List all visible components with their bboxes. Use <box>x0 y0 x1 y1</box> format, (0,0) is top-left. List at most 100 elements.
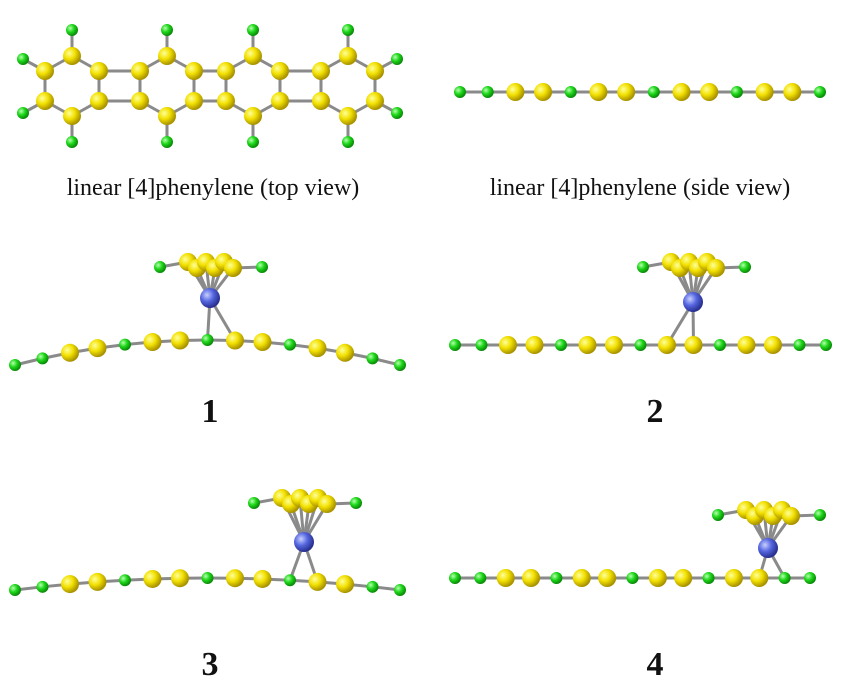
carbon-atom <box>144 570 162 588</box>
hydrogen-atom <box>714 339 726 351</box>
caption: linear [4]phenylene (side view) <box>490 175 791 201</box>
hydrogen-atom <box>779 572 791 584</box>
carbon-atom <box>89 339 107 357</box>
carbon-atom <box>226 569 244 587</box>
carbon-atom <box>725 569 743 587</box>
carbon-atom <box>144 333 162 351</box>
metal-atom <box>683 292 703 312</box>
carbon-atom <box>707 259 725 277</box>
carbon-atom <box>61 575 79 593</box>
carbon-atom <box>579 336 597 354</box>
atoms <box>9 24 832 596</box>
hydrogen-atom <box>635 339 647 351</box>
hydrogen-atom <box>256 261 268 273</box>
carbon-atom <box>336 575 354 593</box>
hydrogen-atom <box>9 359 21 371</box>
carbon-atom <box>526 336 544 354</box>
hydrogen-atom <box>627 572 639 584</box>
hydrogen-atom <box>247 24 259 36</box>
carbon-atom <box>158 47 176 65</box>
carbon-atom <box>61 344 79 362</box>
carbon-atom <box>312 92 330 110</box>
carbon-atom <box>131 62 149 80</box>
compound-label: 1 <box>202 393 219 430</box>
carbon-atom <box>366 62 384 80</box>
hydrogen-atom <box>637 261 649 273</box>
hydrogen-atom <box>66 24 78 36</box>
carbon-atom <box>658 336 676 354</box>
hydrogen-atom <box>739 261 751 273</box>
metal-atom <box>200 288 220 308</box>
carbon-atom <box>336 344 354 362</box>
carbon-atom <box>224 259 242 277</box>
hydrogen-atom <box>550 572 562 584</box>
carbon-atom <box>226 332 244 350</box>
hydrogen-atom <box>482 86 494 98</box>
carbon-atom <box>738 336 756 354</box>
carbon-atom <box>674 569 692 587</box>
hydrogen-atom <box>476 339 488 351</box>
compound-label: 2 <box>647 393 664 430</box>
hydrogen-atom <box>712 509 724 521</box>
hydrogen-atom <box>247 136 259 148</box>
hydrogen-atom <box>703 572 715 584</box>
hydrogen-atom <box>17 107 29 119</box>
carbon-atom <box>782 507 800 525</box>
hydrogen-atom <box>648 86 660 98</box>
carbon-atom <box>217 62 235 80</box>
hydrogen-atom <box>161 136 173 148</box>
carbon-atom <box>534 83 552 101</box>
hydrogen-atom <box>284 339 296 351</box>
carbon-atom <box>36 62 54 80</box>
hydrogen-atom <box>66 136 78 148</box>
hydrogen-atom <box>119 339 131 351</box>
carbon-atom <box>605 336 623 354</box>
hydrogen-atom <box>449 339 461 351</box>
carbon-atom <box>171 569 189 587</box>
hydrogen-atom <box>731 86 743 98</box>
hydrogen-atom <box>202 572 214 584</box>
hydrogen-atom <box>154 261 166 273</box>
metal-atom <box>758 538 778 558</box>
hydrogen-atom <box>794 339 806 351</box>
carbon-atom <box>171 332 189 350</box>
carbon-atom <box>90 92 108 110</box>
hydrogen-atom <box>9 584 21 596</box>
carbon-atom <box>506 83 524 101</box>
carbon-atom <box>700 83 718 101</box>
hydrogen-atom <box>350 497 362 509</box>
hydrogen-atom <box>804 572 816 584</box>
carbon-atom <box>185 62 203 80</box>
carbon-atom <box>499 336 517 354</box>
carbon-atom <box>131 92 149 110</box>
carbon-atom <box>312 62 330 80</box>
hydrogen-atom <box>161 24 173 36</box>
bonds <box>15 30 826 590</box>
carbon-atom <box>271 62 289 80</box>
compound-label: 4 <box>647 646 664 682</box>
carbon-atom <box>589 83 607 101</box>
caption: linear [4]phenylene (top view) <box>67 175 360 201</box>
carbon-atom <box>339 47 357 65</box>
compound-label: 3 <box>202 646 219 682</box>
hydrogen-atom <box>394 359 406 371</box>
hydrogen-atom <box>37 581 49 593</box>
hydrogen-atom <box>814 509 826 521</box>
carbon-atom <box>271 92 289 110</box>
carbon-atom <box>649 569 667 587</box>
carbon-atom <box>673 83 691 101</box>
carbon-atom <box>598 569 616 587</box>
carbon-atom <box>685 336 703 354</box>
figure: linear [4]phenylene (top view) linear [4… <box>0 0 844 682</box>
carbon-atom <box>573 569 591 587</box>
carbon-atom <box>254 333 272 351</box>
carbon-atom <box>254 570 272 588</box>
hydrogen-atom <box>17 53 29 65</box>
carbon-atom <box>89 573 107 591</box>
carbon-atom <box>90 62 108 80</box>
carbon-atom <box>764 336 782 354</box>
hydrogen-atom <box>342 24 354 36</box>
carbon-atom <box>783 83 801 101</box>
carbon-atom <box>339 107 357 125</box>
hydrogen-atom <box>454 86 466 98</box>
